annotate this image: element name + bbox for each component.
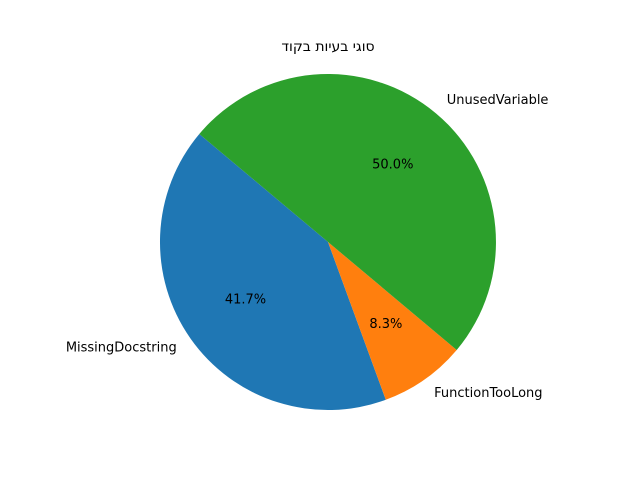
pie-category-label: MissingDocstring — [66, 341, 177, 356]
pie-slices — [159, 74, 496, 411]
pie-slice-functiontoolong — [328, 242, 457, 400]
pie-percent-label: 50.0% — [372, 157, 413, 172]
pie-category-label: FunctionTooLong — [434, 386, 542, 401]
pie-slice-missingdocstring — [159, 134, 386, 411]
pie-labels: 41.7% MissingDocstring 8.3% FunctionTooLong… — [66, 93, 549, 401]
chart-title: סוגי בעיות בקוד — [281, 39, 374, 55]
pie-slice-unusedvariable — [199, 74, 496, 350]
pie-percent-label: 8.3% — [369, 317, 402, 332]
pie-percent-label: 41.7% — [225, 292, 266, 307]
pie-category-label: UnusedVariable — [447, 93, 549, 108]
